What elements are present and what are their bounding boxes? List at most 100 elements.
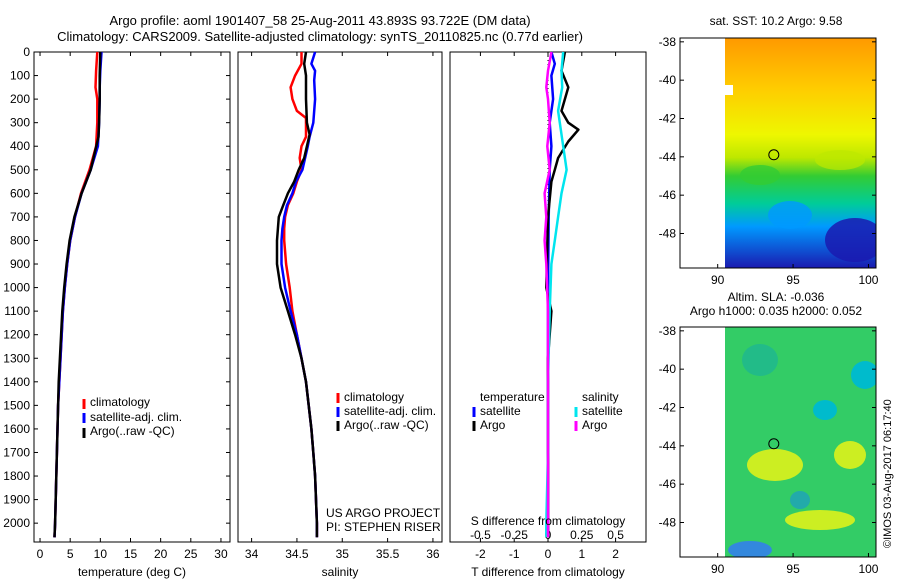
map-y-tick-label: -46 (659, 477, 677, 491)
map-y-tick-label: -48 (659, 227, 677, 241)
sla-map-title: Altim. SLA: -0.036 (728, 290, 825, 304)
sla-anomaly (785, 510, 855, 530)
x-tick-label: 34.5 (285, 547, 309, 561)
sla-anomaly (747, 449, 803, 481)
sla-anomaly (728, 541, 772, 557)
map-y-tick-label: -42 (659, 112, 677, 126)
y-tick-label: 0 (23, 45, 30, 59)
y-tick-label: 600 (10, 186, 30, 200)
y-tick-label: 1200 (3, 328, 30, 342)
imos-timestamp-stamp: ©IMOS 03-Aug-2017 06:17:40 (882, 399, 894, 548)
difference-panel: -2 -1 0 1 2 -0.5 -0.25 0 0.25 0.5 S difference f… (449, 51, 647, 579)
x-tick-label: 15 (124, 547, 138, 561)
sla-field (725, 327, 876, 557)
y-tick-label: 800 (10, 233, 30, 247)
sla-anomaly (742, 344, 778, 376)
sla-anomaly (851, 361, 876, 389)
y-tick-label: 1100 (4, 304, 30, 318)
t-difference-axis-ticks: -2 -1 0 1 2 (475, 52, 619, 561)
map-y-tick-label: -40 (659, 73, 677, 87)
s-diff-tick-label: 0.5 (607, 528, 624, 542)
legend-label-satellite-adj: satellite-adj. clim. (344, 404, 436, 418)
x-tick-label: 10 (94, 547, 108, 561)
project-annotation: US ARGO PROJECT (326, 506, 441, 520)
map-y-tick-label: -38 (659, 324, 677, 338)
y-tick-label: 100 (10, 69, 30, 83)
x-tick-label: 0 (545, 547, 552, 561)
legend-label-argo: Argo(..raw -QC) (344, 418, 429, 432)
salinity-axis-label: salinity (322, 565, 359, 579)
map-y-tick-label: -44 (659, 150, 677, 164)
map-y-tick-label: -46 (659, 188, 677, 202)
sst-eddy (825, 218, 876, 262)
legend-label-satellite-adj: satellite-adj. clim. (90, 410, 182, 424)
map-x-tick-label: 90 (711, 273, 725, 287)
y-tick-label: 1900 (3, 493, 30, 507)
x-tick-label: 30 (214, 547, 228, 561)
legend-label-sal-argo: Argo (582, 418, 608, 432)
x-tick-label: -2 (475, 547, 486, 561)
figure-title-line1: Argo profile: aoml 1901407_58 25-Aug-201… (109, 13, 531, 28)
temperature-panel: 0100200300400500600700800900100011001200… (3, 45, 646, 579)
sla-map-subtitle: Argo h1000: 0.035 h2000: 0.052 (690, 304, 862, 318)
t-difference-axis-label: T difference from climatology (471, 565, 625, 579)
legend-label-climatology: climatology (90, 395, 150, 409)
y-tick-label: 200 (10, 92, 30, 106)
y-tick-label: 700 (10, 210, 30, 224)
y-tick-label: 1300 (3, 351, 30, 365)
map-x-tick-label: 95 (786, 273, 800, 287)
sla-map-ticks: 90 95 100 -38 -40 -42 -44 -46 -48 (659, 324, 879, 576)
y-tick-label: 400 (10, 139, 30, 153)
profile-line-3 (53, 51, 102, 538)
sst-missing-data (725, 85, 733, 95)
figure-title-line2: Climatology: CARS2009. Satellite-adjuste… (57, 29, 583, 44)
sla-map-panel: Altim. SLA: -0.036 Argo h1000: 0.035 h20… (659, 290, 879, 576)
salinity-panel: 34 34.5 35 35.5 36 salinity climatology sate… (237, 51, 443, 579)
sst-eddy (768, 201, 812, 229)
s-difference-axis-ticks: -0.5 -0.25 0 0.25 0.5 (470, 528, 624, 542)
profile-line-3 (275, 51, 319, 538)
temperature-axis-ticks: 0 5 10 15 20 25 30 (37, 52, 228, 561)
map-y-tick-label: -40 (659, 362, 677, 376)
s-diff-tick-label: -0.25 (501, 528, 529, 542)
map-x-tick-label: 90 (711, 562, 725, 576)
argo-float-position-marker (768, 438, 780, 450)
x-tick-label: 2 (612, 547, 619, 561)
y-tick-label: 1600 (3, 422, 30, 436)
legend-label-sal-satellite: satellite (582, 404, 623, 418)
s-difference-axis-label: S difference from climatology (471, 514, 626, 528)
sst-field (725, 38, 876, 268)
x-tick-label: 0 (37, 547, 44, 561)
legend-label-temp-argo: Argo (480, 418, 506, 432)
y-tick-label: 2000 (3, 516, 30, 530)
salinity-axis-ticks: 34 34.5 35 35.5 36 (245, 52, 440, 561)
temperature-legend: climatology satellite-adj. clim. Argo(..… (82, 395, 182, 438)
x-tick-label: 34 (245, 547, 259, 561)
map-y-tick-label: -38 (659, 35, 677, 49)
legend-label-climatology: climatology (344, 390, 404, 404)
sst-patch (815, 150, 865, 170)
profile-line-4 (543, 51, 553, 538)
sla-anomaly (834, 441, 866, 469)
y-tick-label: 1800 (3, 469, 30, 483)
y-tick-label: 900 (10, 257, 30, 271)
salinity-profiles (275, 51, 319, 538)
sst-map-title: sat. SST: 10.2 Argo: 9.58 (710, 14, 843, 28)
temperature-axes-frame (33, 51, 231, 543)
salinity-axes-frame (237, 51, 443, 543)
x-tick-label: -1 (509, 547, 520, 561)
legend-title-temperature: temperature (480, 390, 545, 404)
x-tick-label: 1 (578, 547, 585, 561)
difference-profiles (543, 51, 580, 538)
s-diff-tick-label: 0.25 (570, 528, 594, 542)
map-y-tick-label: -42 (659, 401, 677, 415)
map-x-tick-label: 100 (858, 273, 878, 287)
temperature-profiles (53, 51, 103, 538)
pi-annotation: PI: STEPHEN RISER (326, 520, 441, 534)
sla-map-frame (679, 326, 877, 558)
map-x-tick-label: 100 (858, 562, 878, 576)
x-tick-label: 36 (426, 547, 440, 561)
sla-anomaly (790, 491, 810, 509)
sst-map-ticks: 90 95 100 -38 -40 -42 -44 -46 -48 (659, 35, 879, 287)
